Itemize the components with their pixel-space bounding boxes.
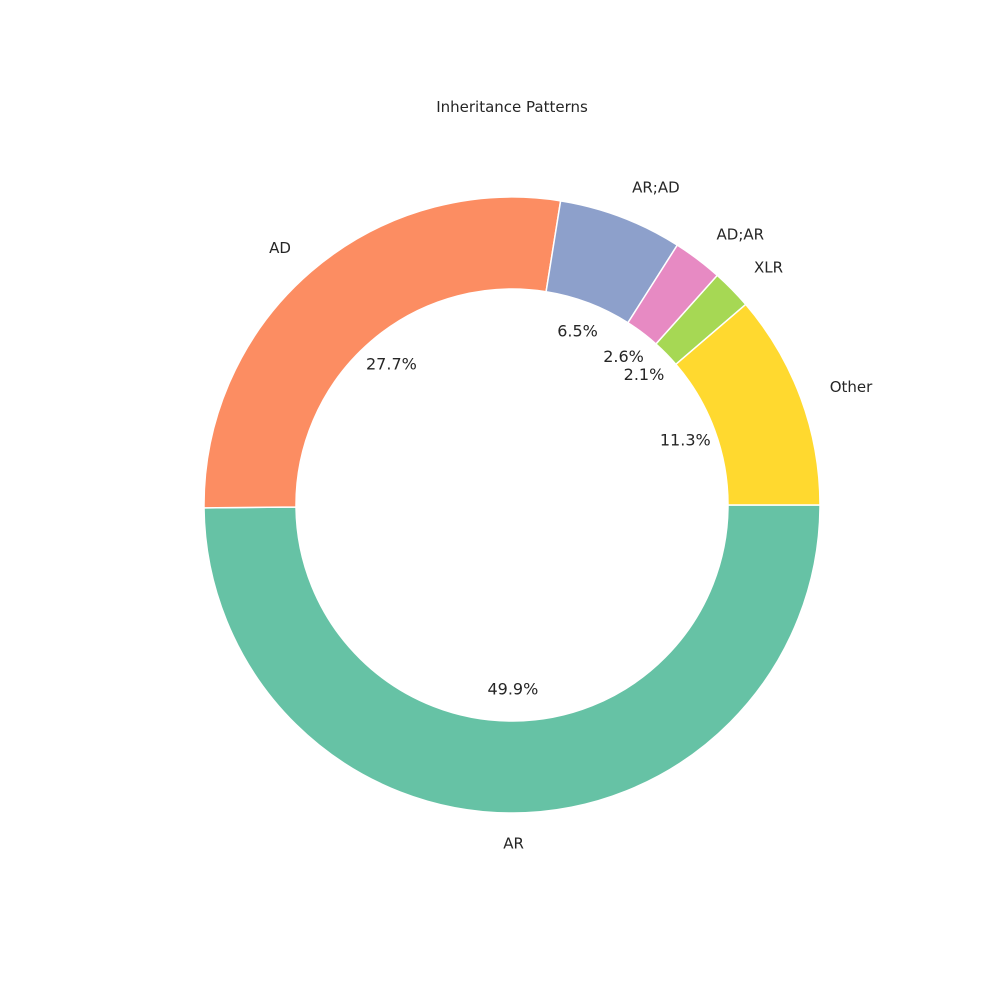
slice-percent-ad: 27.7%: [366, 354, 417, 373]
slice-percent-ar-ad: 6.5%: [557, 322, 598, 341]
slice-label-xlr: XLR: [754, 258, 783, 276]
slice-label-ar-ad: AR;AD: [632, 179, 680, 197]
slice-ad: [203, 196, 562, 509]
slice-other: [674, 303, 821, 506]
slice-percent-xlr: 2.1%: [624, 365, 665, 384]
chart-title: Inheritance Patterns: [436, 98, 588, 116]
slice-label-ad: AD: [269, 239, 291, 257]
slice-percent-ad-ar: 2.6%: [603, 347, 644, 366]
slice-label-ad-ar: AD;AR: [717, 225, 765, 243]
slice-label-ar: AR: [503, 834, 524, 852]
slice-percent-other: 11.3%: [660, 430, 711, 449]
slice-label-other: Other: [830, 378, 873, 396]
slice-ar: [203, 504, 821, 814]
slice-percent-ar: 49.9%: [487, 679, 538, 698]
slice-labels: AR 49.9% AD 27.7% AR;AD 6.5% AD;AR 2.6% XLR 2.1% O…: [269, 179, 873, 853]
donut-slices: [203, 196, 821, 814]
